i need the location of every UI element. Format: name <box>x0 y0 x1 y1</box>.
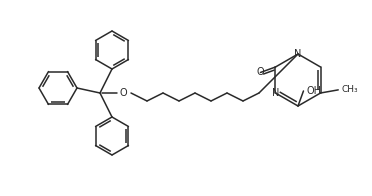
Text: CH₃: CH₃ <box>341 85 358 94</box>
Text: O: O <box>119 88 127 98</box>
Text: OH: OH <box>307 86 321 96</box>
Text: N: N <box>272 88 279 98</box>
Text: O: O <box>257 67 264 77</box>
Text: N: N <box>294 49 302 59</box>
